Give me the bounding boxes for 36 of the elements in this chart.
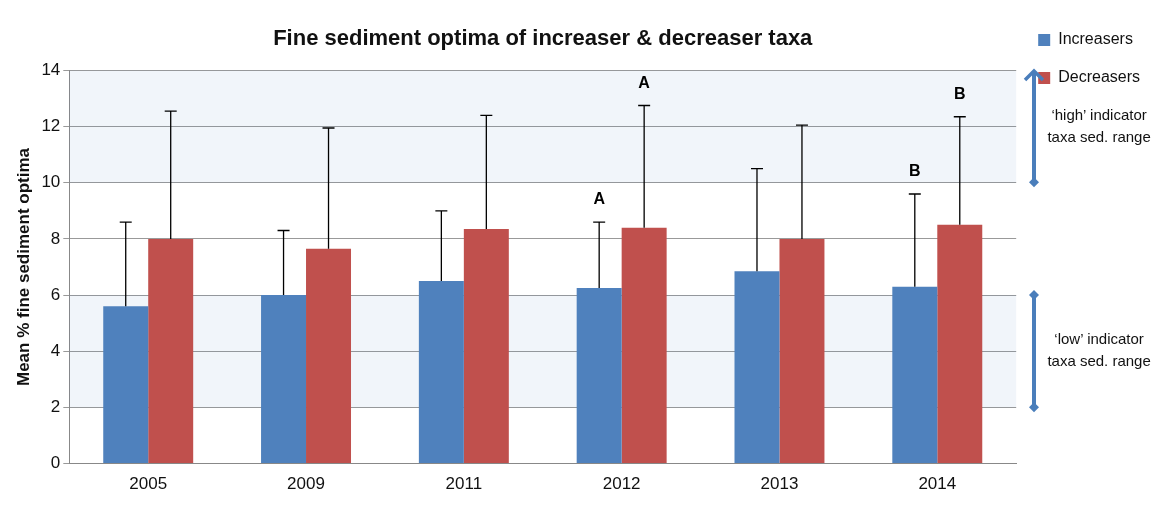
bar [779,238,825,464]
y-tick-label: 4 [50,340,61,360]
x-tick-label: 2014 [918,474,957,494]
bar [892,286,938,464]
x-tick-label: 2011 [445,474,483,494]
y-tick-label: 0 [50,453,61,473]
band-label: ‘high’ indicator taxa sed. range [1047,105,1151,145]
y-axis-title: Mean % fine sediment optima [13,147,33,387]
bar [148,238,194,464]
bar [576,288,622,464]
bar [306,248,352,464]
x-tick-label: 2009 [287,474,325,494]
chart-title: Fine sediment optima of increaser & decreaser taxa [273,25,814,51]
bar [734,271,780,464]
legend-label: Increasers [1058,30,1133,48]
bar [418,281,464,464]
y-tick-label: 12 [41,116,61,136]
x-tick-label: 2012 [602,474,641,494]
x-tick-label: 2005 [129,474,168,494]
band-label: ‘low’ indicator taxa sed. range [1047,330,1151,370]
bar [463,229,509,464]
x-tick-label: 2013 [760,474,799,494]
y-tick-label: 6 [50,284,61,304]
legend-label: Decreasers [1058,68,1141,86]
bar [937,224,983,464]
annotation: B [954,85,966,103]
y-tick-label: 8 [50,228,61,248]
bar [261,295,307,464]
bar [103,306,149,464]
annotation: A [593,190,606,208]
y-tick-label: 2 [50,397,61,417]
bar [621,227,667,464]
annotation: A [638,73,651,91]
annotation: B [909,162,921,180]
y-tick-label: 10 [41,172,61,192]
y-tick-label: 14 [41,60,61,80]
